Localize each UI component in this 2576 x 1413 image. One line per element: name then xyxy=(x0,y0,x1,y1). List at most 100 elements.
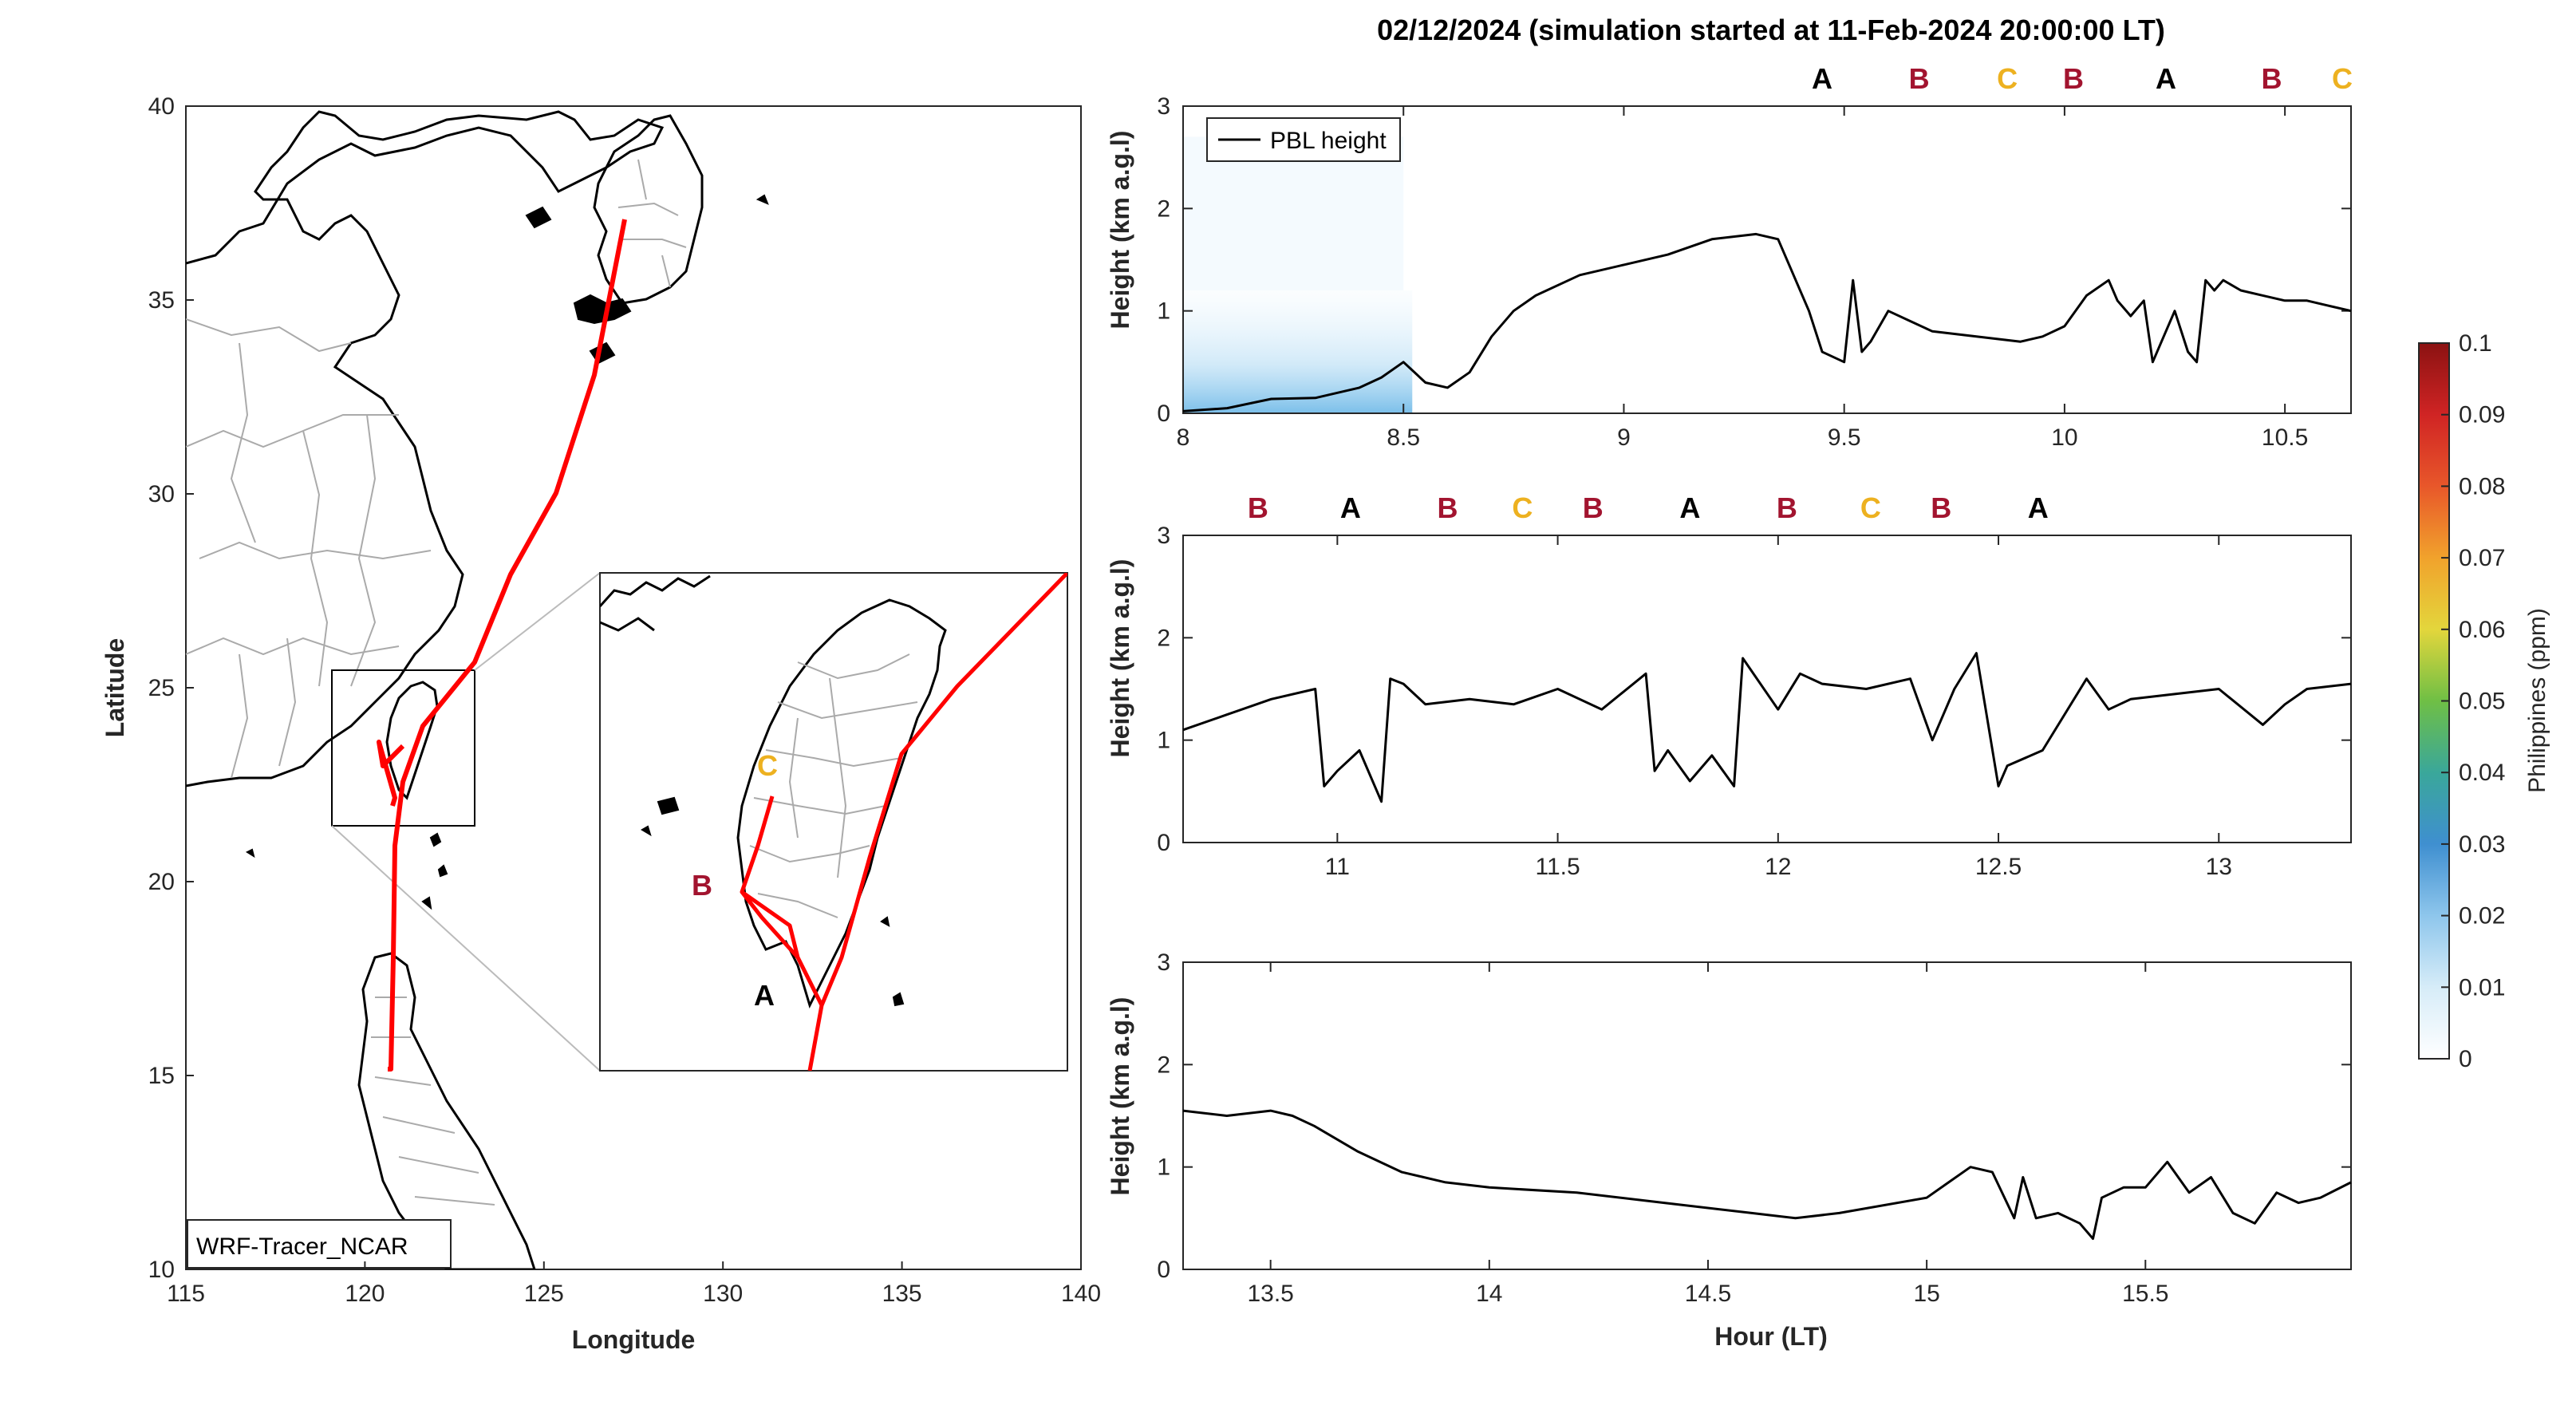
map-xtick-label: 135 xyxy=(882,1281,922,1307)
panel-xtick-label: 12.5 xyxy=(1975,854,2022,880)
map-geography xyxy=(186,110,769,1269)
map-ylabel: Latitude xyxy=(101,638,129,737)
colorbar-tick-label: 0.09 xyxy=(2459,402,2505,428)
china-borders xyxy=(186,318,432,779)
location-marker-b: B xyxy=(2063,62,2084,95)
inset-connector-bottom xyxy=(331,825,601,1072)
map-ytick-label: 20 xyxy=(148,869,175,895)
pbl-height-line xyxy=(1182,232,2352,412)
colorbar-tick-label: 0.01 xyxy=(2459,974,2505,1001)
panel2-ylabel: Height (km a.g.l) xyxy=(1106,559,1134,758)
trajectory-inset xyxy=(740,573,1067,1071)
map-ytick-label: 10 xyxy=(148,1257,175,1283)
panel-xtick-label: 15.5 xyxy=(2122,1281,2168,1307)
location-marker-a: A xyxy=(1812,62,1832,95)
map-xlabel: Longitude xyxy=(572,1325,696,1354)
colorbar-tick-label: 0.07 xyxy=(2459,545,2505,571)
location-marker-b: B xyxy=(1248,491,1268,524)
inset-taiwan-borders xyxy=(749,653,918,918)
panel-ytick-label: 3 xyxy=(1157,523,1170,549)
inset-taiwan-outline xyxy=(736,598,947,1009)
inset-label-a: A xyxy=(754,979,775,1012)
map-ytick-label: 25 xyxy=(148,675,175,701)
panel-xtick-label: 9.5 xyxy=(1828,424,1861,451)
location-marker-a: A xyxy=(2028,491,2049,524)
map-ytick-label: 40 xyxy=(148,93,175,120)
panel-xtick-label: 11 xyxy=(1325,854,1350,880)
panel-xtick-label: 11.5 xyxy=(1535,854,1580,880)
map-ticks: 115 120 125 130 135 140 10 15 20 25 30 35 40 xyxy=(148,93,1101,1307)
panel-xtick-label: 12 xyxy=(1765,854,1791,880)
map-xtick-label: 140 xyxy=(1061,1281,1101,1307)
trajectory-main xyxy=(377,219,627,1072)
panel-ytick-label: 3 xyxy=(1157,93,1170,120)
panel-1: 8 8.5 9 9.5 10 10.5 0 1 2 3 A B C B A B C xyxy=(1157,62,2353,451)
location-marker-a: A xyxy=(1340,491,1361,524)
colorbar-tick-label: 0.06 xyxy=(2459,617,2505,643)
model-label: WRF-Tracer_NCAR xyxy=(196,1233,408,1260)
colorbar-label: Philippines (ppm) xyxy=(2524,608,2550,793)
korea-coastline xyxy=(593,114,704,305)
map-xtick-label: 115 xyxy=(167,1281,205,1307)
panel-xtick-label: 10 xyxy=(2051,424,2077,451)
panel-ytick-label: 1 xyxy=(1157,1154,1170,1181)
colorbar-tick-label: 0.02 xyxy=(2459,903,2505,930)
panel-ytick-label: 0 xyxy=(1157,1257,1170,1283)
colorbar-tick-label: 0.04 xyxy=(2459,760,2505,786)
model-label-box xyxy=(187,1219,452,1269)
panel1-ylabel: Height (km a.g.l) xyxy=(1106,131,1134,330)
small-islands xyxy=(245,194,769,910)
colorbar-tick-label: 0 xyxy=(2459,1046,2472,1072)
tracer-shading xyxy=(1183,290,1413,413)
panel-xtick-label: 14.5 xyxy=(1685,1281,1731,1307)
luzon-outline xyxy=(357,952,536,1269)
panel-xtick-label: 13 xyxy=(2206,854,2232,880)
panel-axes-box xyxy=(1182,105,2352,414)
panel-3: 13.5 14 14.5 15 15.5 0 1 2 3 xyxy=(1157,949,2352,1307)
colorbar-tick-label: 0.03 xyxy=(2459,831,2505,858)
pbl-height-line xyxy=(1182,1109,2352,1240)
panel-xtick-label: 9 xyxy=(1617,424,1631,451)
colorbar-tick-label: 0.1 xyxy=(2459,330,2492,357)
location-marker-b: B xyxy=(1583,491,1604,524)
colorbar: 0 0.01 0.02 0.03 0.04 0.05 0.06 0.07 0.08 0.09 0.1… xyxy=(2418,330,2550,1072)
panel-xtick-label: 10.5 xyxy=(2262,424,2308,451)
panel3-xlabel: Hour (LT) xyxy=(1714,1322,1828,1351)
inset-locator-box xyxy=(331,669,475,827)
mainland-coastline xyxy=(186,110,665,787)
map-ytick-label: 30 xyxy=(148,481,175,507)
panel3-ylabel: Height (km a.g.l) xyxy=(1106,997,1134,1196)
panel-ytick-label: 0 xyxy=(1157,401,1170,427)
panel-ytick-label: 3 xyxy=(1157,949,1170,976)
location-marker-b: B xyxy=(1909,62,1930,95)
map-ytick-label: 35 xyxy=(148,287,175,314)
korea-borders xyxy=(617,159,687,288)
panel-ytick-label: 1 xyxy=(1157,728,1170,754)
inset-islands xyxy=(641,796,905,1007)
panel-xtick-label: 8 xyxy=(1177,424,1190,451)
tracer-shading-light xyxy=(1183,136,1404,290)
map-xtick-label: 120 xyxy=(345,1281,385,1307)
inset-label-b: B xyxy=(692,869,712,902)
pbl-height-line xyxy=(1182,652,2352,803)
inset-connector-top xyxy=(474,572,601,671)
legend-label: PBL height xyxy=(1270,128,1387,154)
inset-panel: C B A xyxy=(599,572,1068,1072)
location-marker-c: C xyxy=(1512,491,1533,524)
panel-ytick-label: 1 xyxy=(1157,298,1170,325)
map-xtick-label: 130 xyxy=(703,1281,743,1307)
panel-axes-box xyxy=(1182,535,2352,843)
panel-ytick-label: 2 xyxy=(1157,1052,1170,1078)
panel-ytick-label: 2 xyxy=(1157,195,1170,222)
location-marker-b: B xyxy=(1437,491,1458,524)
panel-xtick-label: 13.5 xyxy=(1247,1281,1293,1307)
location-marker-c: C xyxy=(2332,62,2353,95)
colorbar-ticks: 0 0.01 0.02 0.03 0.04 0.05 0.06 0.07 0.08 0.09 0.1 xyxy=(2441,330,2505,1072)
map-xtick-label: 125 xyxy=(524,1281,564,1307)
inset-label-c: C xyxy=(757,749,778,782)
pbl-legend: PBL height xyxy=(1206,117,1401,162)
panel-xtick-label: 14 xyxy=(1476,1281,1502,1307)
